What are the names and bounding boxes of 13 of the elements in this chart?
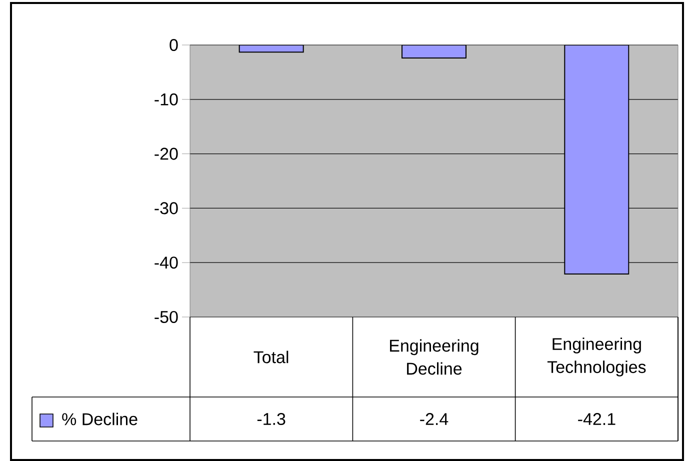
- y-tick-label: -20: [154, 148, 178, 160]
- x-tick-label: Total: [254, 350, 288, 364]
- x-tick-label: Engineering Technologies: [547, 338, 646, 376]
- y-tick-label: -30: [154, 202, 178, 214]
- y-tick-label: -10: [154, 93, 178, 106]
- x-tick-label: Engineering Decline: [390, 339, 478, 375]
- y-tick-label: -50: [154, 310, 178, 324]
- y-tick-label: -40: [154, 256, 178, 269]
- data-label: -42.1: [578, 413, 616, 425]
- data-label: -1.3: [257, 412, 286, 426]
- y-tick-label: 0: [170, 38, 178, 52]
- data-label: -2.4: [420, 413, 448, 425]
- legend-label: % Decline: [62, 412, 138, 426]
